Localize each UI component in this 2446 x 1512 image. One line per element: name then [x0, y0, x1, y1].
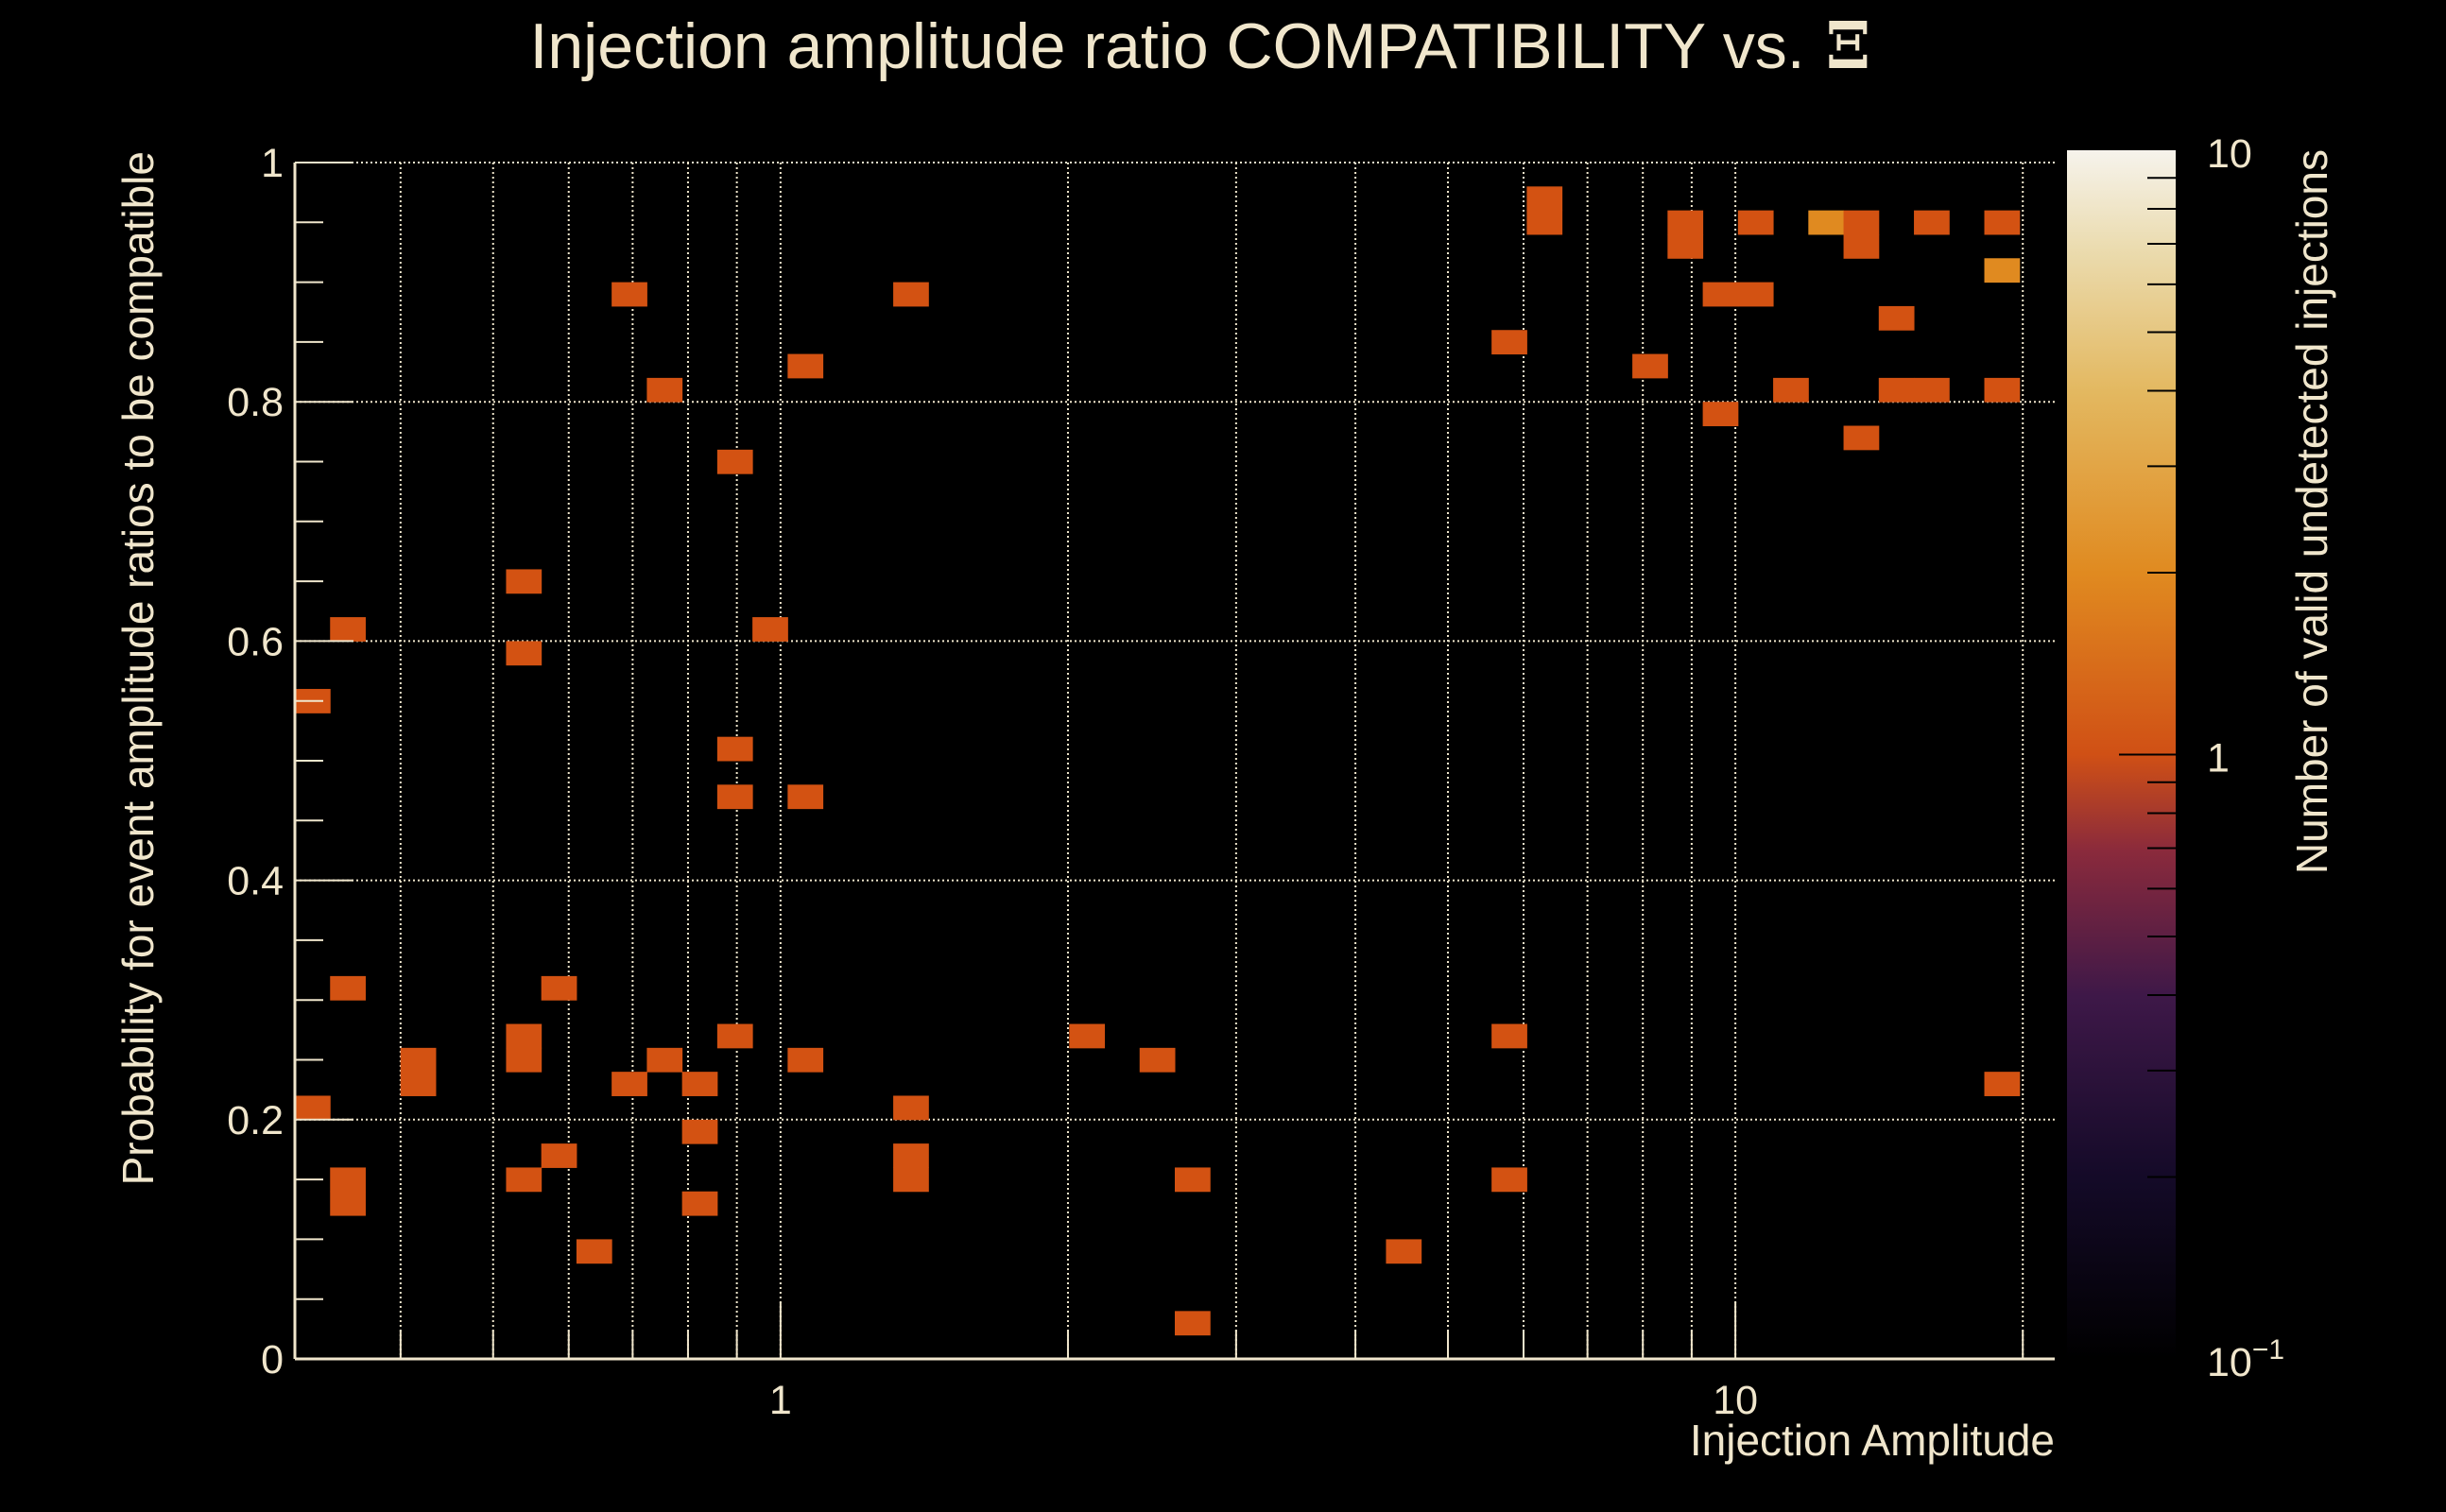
- heatmap-cell: [1843, 210, 1880, 235]
- x-tick-label: 10: [1713, 1378, 1758, 1423]
- heatmap-cell: [1632, 353, 1668, 379]
- heatmap-cell: [752, 617, 788, 642]
- x-axis-label: Injection Amplitude: [1690, 1416, 2055, 1465]
- heatmap-cell: [1984, 258, 2021, 284]
- x-tick-label: 1: [769, 1378, 792, 1423]
- heatmap-cell: [1702, 402, 1739, 427]
- heatmap-cell: [716, 1023, 753, 1049]
- colorbar-tick-base: 10: [2207, 131, 2252, 177]
- heatmap-cell: [506, 1023, 543, 1049]
- heatmap-cell: [1491, 1167, 1527, 1193]
- heatmap-cell: [612, 282, 647, 307]
- heatmap-cell: [681, 1072, 718, 1096]
- heatmap-cell: [506, 1167, 543, 1193]
- colorbar-tick-label: 10: [2207, 131, 2252, 177]
- heatmap-cell: [893, 1143, 929, 1168]
- heatmap-cell: [893, 1167, 929, 1193]
- heatmap-cell: [1984, 1072, 2021, 1096]
- heatmap-cell: [1878, 305, 1915, 331]
- heatmap-cell: [400, 1047, 437, 1073]
- heatmap-cell: [576, 1239, 612, 1264]
- heatmap-cell: [1526, 186, 1563, 212]
- heatmap-cell: [1984, 210, 2021, 235]
- y-tick-label: 1: [261, 141, 284, 186]
- heatmap-cell: [1069, 1023, 1106, 1049]
- heatmap-cell: [1139, 1047, 1176, 1073]
- heatmap-cell: [1386, 1239, 1422, 1264]
- heatmap-cell: [1667, 233, 1704, 259]
- heatmap-cell: [295, 1095, 331, 1121]
- heatmap-cell: [681, 1119, 718, 1144]
- heatmap-cell: [506, 641, 543, 666]
- heatmap-cell: [1737, 282, 1774, 307]
- colorbar-tick-exponent: −1: [2252, 1334, 2284, 1366]
- heatmap-cell: [1843, 233, 1880, 259]
- axes: [293, 162, 2055, 1361]
- heatmap-cell: [1808, 210, 1845, 235]
- heatmap-cell: [681, 1191, 718, 1216]
- heatmap-cell: [1737, 210, 1774, 235]
- heatmap-cell: [787, 1047, 824, 1073]
- heatmap-cell: [541, 1143, 577, 1168]
- heatmap-cell: [787, 353, 824, 379]
- heatmap-cell: [1491, 1023, 1527, 1049]
- heatmap-cell: [787, 784, 824, 810]
- heatmap-cell: [1878, 377, 1915, 403]
- heatmap-cell: [1175, 1167, 1211, 1193]
- y-tick-label: 0.6: [227, 619, 284, 664]
- heatmap-cell: [1984, 377, 2021, 403]
- heatmap-cell: [330, 1191, 366, 1216]
- heatmap-cell: [1526, 210, 1563, 235]
- chart-title: Injection amplitude ratio COMPATIBILITY …: [529, 9, 1870, 84]
- colorbar-tick-base: 10: [2207, 1340, 2252, 1385]
- y-tick-label: 0.4: [227, 859, 284, 904]
- heatmap-cell: [716, 736, 753, 762]
- heatmap-cell: [893, 282, 929, 307]
- heatmap-cell: [1491, 330, 1527, 355]
- grid-lines: [295, 162, 2055, 1360]
- heatmap-cell: [612, 1072, 647, 1096]
- heatmap-cell: [330, 975, 366, 1001]
- heatmap-cell: [1667, 210, 1704, 235]
- heatmap-cell: [716, 784, 753, 810]
- heatmap-cell: [330, 1167, 366, 1193]
- heatmap-cell: [400, 1072, 437, 1096]
- heatmap-cell: [1914, 210, 1950, 235]
- y-tick-label: 0: [261, 1337, 284, 1383]
- y-axis-label: Probability for event amplitude ratios t…: [113, 151, 163, 1185]
- heatmap-cells: [295, 186, 2021, 1336]
- heatmap-cell: [646, 377, 683, 403]
- heatmap-cell: [1175, 1311, 1211, 1336]
- heatmap-cell: [506, 1047, 543, 1073]
- heatmap-cell: [506, 569, 543, 594]
- heatmap-cell: [1702, 282, 1739, 307]
- heatmap-cell: [541, 975, 577, 1001]
- heatmap-cell: [1843, 425, 1880, 451]
- heatmap-cell: [716, 449, 753, 474]
- colorbar-tick-label: 10−1: [2207, 1334, 2284, 1385]
- heatmap-cell: [893, 1095, 929, 1121]
- heatmap-cell: [1914, 377, 1950, 403]
- y-tick-label: 0.2: [227, 1098, 284, 1143]
- xi-symbol: Ξ: [1826, 9, 1871, 84]
- colorbar-tick-base: 1: [2207, 736, 2230, 782]
- heatmap-cell: [646, 1047, 683, 1073]
- heatmap-cell: [330, 617, 366, 642]
- heatmap-cell: [1773, 377, 1809, 403]
- colorbar-ticks: [2119, 177, 2176, 1360]
- colorbar-tick-label: 1: [2207, 736, 2230, 782]
- colorbar-label: Number of valid undetected injections: [2287, 149, 2336, 874]
- y-tick-label: 0.8: [227, 380, 284, 425]
